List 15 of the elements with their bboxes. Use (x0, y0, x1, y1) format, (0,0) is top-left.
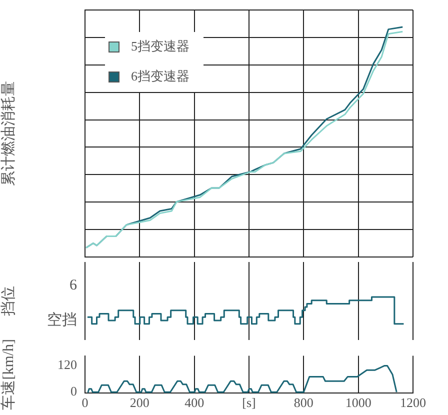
x-tick-label: 1200 (400, 395, 426, 410)
x-tick-label: 1000 (345, 395, 372, 410)
text: 6 (70, 277, 78, 294)
legend-label: 5挡变速器 (131, 38, 190, 54)
x-tick-label: [s] (242, 395, 256, 410)
y-tick-label: 120 (58, 357, 77, 372)
text: 空挡 (47, 311, 77, 328)
y-axis-title: 累计燃油消耗量 (0, 81, 17, 186)
legend-label: 6挡变速器 (131, 68, 190, 84)
x-tick-label: 800 (294, 395, 314, 410)
x-tick-label: 400 (184, 395, 204, 410)
y-axis-title: 挡位 (0, 286, 17, 316)
y-axis-title: 车速[km/h] (0, 338, 17, 410)
x-tick-label: 0 (82, 395, 88, 410)
x-tick-label: 200 (130, 395, 150, 410)
